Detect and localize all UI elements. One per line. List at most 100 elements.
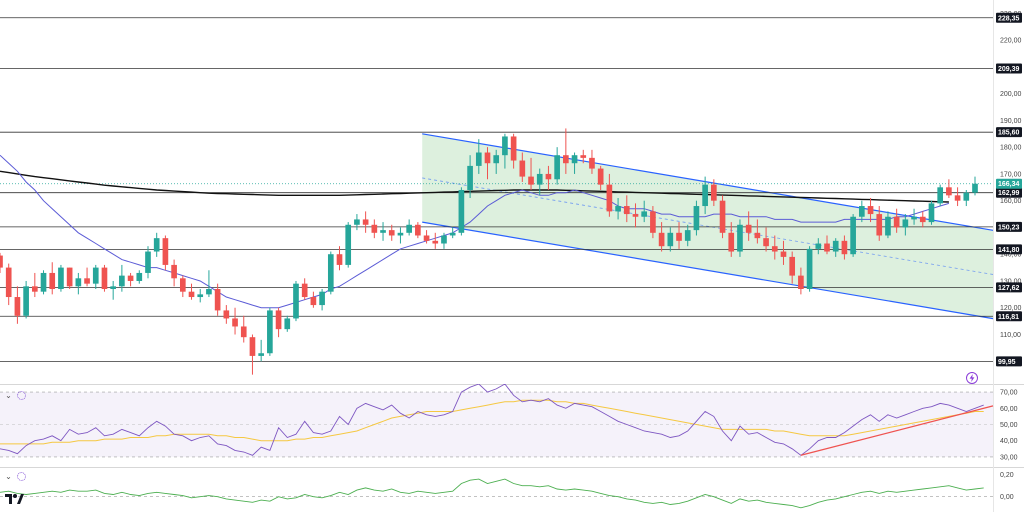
candle — [467, 155, 473, 199]
candle — [798, 267, 804, 295]
candle — [58, 264, 64, 292]
settings-icon[interactable] — [17, 390, 26, 400]
candle — [449, 227, 456, 239]
candle-body — [458, 189, 465, 233]
channel-upper-line — [422, 133, 994, 231]
candle-body — [850, 216, 856, 255]
candle-body — [745, 224, 752, 233]
level-tag-label: 209,39 — [998, 66, 1020, 73]
candle-body — [867, 206, 874, 215]
candle — [693, 200, 700, 236]
lightning-icon[interactable] — [966, 372, 978, 384]
candle — [258, 339, 264, 362]
candle-body — [632, 214, 639, 217]
candle-body — [179, 278, 186, 292]
candle-body — [188, 291, 195, 298]
candle-body — [354, 219, 360, 225]
candle-body — [484, 152, 491, 164]
current-price-label: 166,34 — [998, 181, 1020, 188]
channel-mid-line — [422, 177, 994, 275]
level-tag-bg — [996, 282, 1022, 293]
candle — [171, 259, 177, 287]
level-tag-label: 185,60 — [998, 130, 1020, 137]
candle-body — [240, 326, 247, 338]
candle-body — [623, 206, 630, 215]
candle-body — [371, 224, 378, 233]
candle-body — [493, 155, 500, 164]
candle — [0, 252, 3, 273]
candle — [475, 139, 482, 174]
candle — [528, 157, 534, 190]
candle-body — [310, 297, 317, 306]
candle — [946, 179, 952, 199]
candle — [867, 198, 874, 223]
candle-body — [84, 278, 90, 284]
candle — [319, 289, 325, 311]
candle — [902, 214, 909, 236]
candle-body — [415, 224, 421, 236]
candle-body — [641, 211, 648, 217]
candle — [214, 283, 221, 316]
candle — [493, 149, 500, 174]
candle-body — [859, 206, 865, 217]
candle — [397, 227, 404, 244]
chevron-down-icon[interactable]: ⌄ — [5, 471, 12, 481]
candle-body — [284, 318, 291, 330]
level-tag-bg — [996, 221, 1022, 232]
price-tick-label: 180,00 — [1000, 145, 1022, 152]
candle — [5, 263, 12, 306]
candle — [702, 176, 708, 215]
candle-body — [684, 230, 691, 241]
candle — [806, 246, 813, 292]
sma-slow-line — [0, 170, 949, 203]
level-tag-label: 116,81 — [998, 314, 1019, 321]
tradingview-logo[interactable] — [4, 492, 24, 506]
price-tick-label: 220,00 — [1000, 38, 1022, 45]
candle-body — [606, 184, 613, 212]
candle-body — [719, 200, 726, 233]
candle-body — [397, 232, 404, 236]
candle — [963, 189, 970, 207]
price-tick-label: 170,00 — [1000, 171, 1022, 178]
level-tag-bg — [996, 356, 1022, 367]
candle — [919, 211, 926, 228]
candle-body — [885, 216, 891, 236]
candle — [31, 272, 38, 298]
candle-body — [223, 310, 230, 319]
candle — [423, 230, 430, 244]
candle-body — [162, 238, 169, 265]
candle-body — [615, 206, 621, 212]
candle-body — [798, 275, 804, 290]
candle-body — [275, 310, 282, 330]
candle — [406, 219, 412, 236]
candle-body — [319, 291, 325, 306]
candle-body — [832, 240, 839, 252]
chevron-down-icon[interactable]: ⌄ — [5, 390, 12, 400]
candle — [153, 232, 160, 257]
candle — [519, 152, 526, 182]
candle-body — [676, 232, 682, 241]
candle-body — [23, 286, 29, 316]
candle-body — [432, 240, 439, 244]
candle-body — [301, 283, 308, 298]
candle-body — [711, 184, 717, 201]
candle — [336, 246, 343, 271]
candle — [737, 219, 743, 257]
candle — [928, 200, 935, 225]
candle-body — [824, 243, 830, 252]
candle-body — [388, 230, 395, 236]
candle-body — [197, 294, 204, 298]
level-tag-bg — [996, 187, 1022, 198]
momentum-tick-label: 0,00 — [1000, 494, 1014, 501]
candle-body — [946, 187, 952, 196]
candle — [841, 235, 848, 260]
rsi-tick-label: 70,00 — [1000, 390, 1018, 397]
settings-icon[interactable] — [17, 471, 26, 481]
candle — [815, 238, 822, 255]
candle-body — [954, 195, 961, 201]
rsi-line — [0, 384, 984, 456]
candle-body — [136, 272, 143, 281]
candle-body — [406, 224, 412, 233]
candle-body — [49, 272, 56, 290]
